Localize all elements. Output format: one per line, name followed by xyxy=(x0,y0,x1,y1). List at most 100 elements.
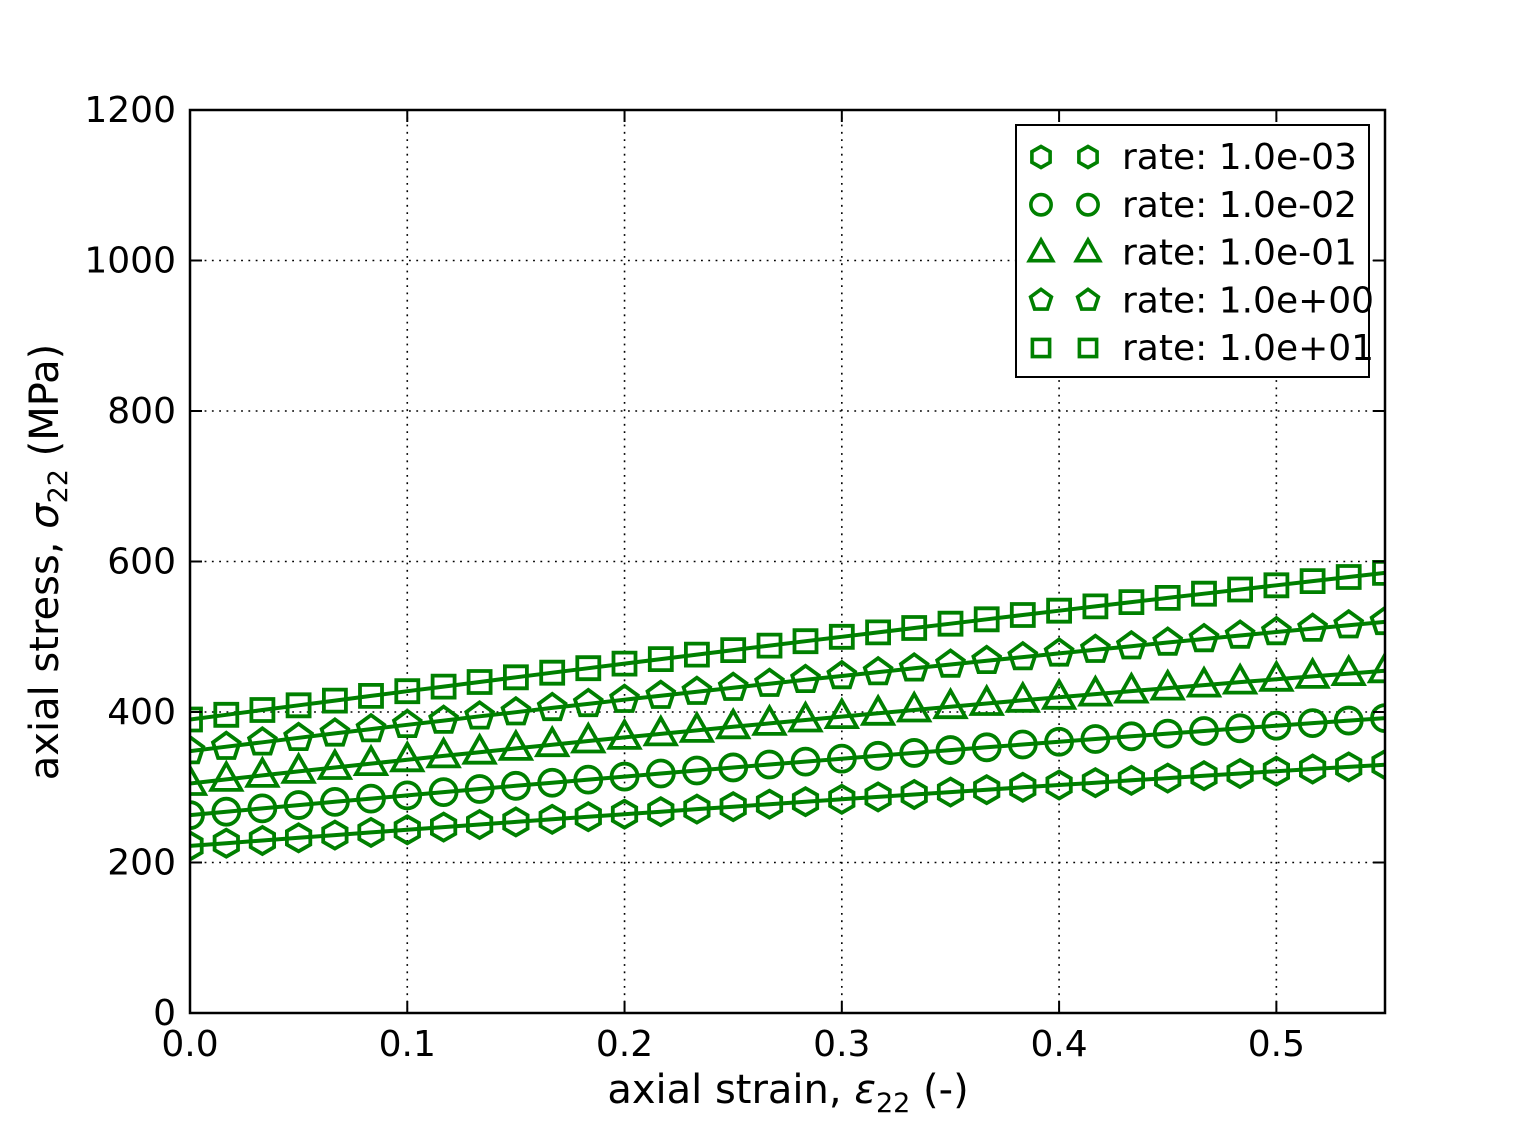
series-hexagon xyxy=(190,749,1385,862)
square-marker-icon xyxy=(1372,560,1385,586)
hexagon-marker-icon xyxy=(538,803,566,835)
series-circle xyxy=(190,703,1385,830)
legend-label: rate: 1.0e-02 xyxy=(1122,185,1357,226)
hexagon-marker-icon xyxy=(1009,771,1037,803)
triangle-marker-icon xyxy=(352,743,390,776)
circle-marker-icon xyxy=(1333,705,1364,736)
hexagon-marker-icon xyxy=(393,814,421,846)
y-tick-label: 1200 xyxy=(84,90,176,131)
triangle-marker-icon xyxy=(316,747,354,780)
pentagon-marker-icon xyxy=(1333,608,1365,639)
square-marker-icon xyxy=(828,623,855,650)
square-marker-icon xyxy=(1191,580,1217,607)
pentagon-marker-icon xyxy=(1152,626,1184,656)
square-marker-icon xyxy=(1030,337,1052,359)
pentagon-marker-icon xyxy=(1075,287,1101,311)
pentagon-marker-icon xyxy=(283,721,315,751)
pentagon-marker-icon xyxy=(500,695,532,726)
triangle-marker-icon xyxy=(461,732,498,765)
circle-marker-icon xyxy=(1189,716,1219,746)
pentagon-marker-icon xyxy=(1297,612,1329,642)
hexagon-marker-icon xyxy=(465,808,494,841)
triangle-marker-icon xyxy=(1258,659,1295,692)
hexagon-marker-icon xyxy=(683,793,711,825)
hexagon-marker-icon xyxy=(1262,755,1290,787)
circle-marker-icon xyxy=(718,752,749,783)
pentagon-marker-icon xyxy=(862,655,894,686)
x-tick-label: 0.5 xyxy=(1248,1024,1305,1065)
hexagon-marker-icon xyxy=(610,798,639,830)
hexagon-marker-icon xyxy=(1117,764,1145,796)
hexagon-marker-icon xyxy=(1081,767,1109,799)
circle-marker-icon xyxy=(1261,710,1292,741)
hexagon-marker-icon xyxy=(357,816,385,849)
pentagon-marker-icon xyxy=(898,651,930,682)
pentagon-marker-icon xyxy=(753,667,786,697)
circle-marker-icon xyxy=(935,735,966,765)
pentagon-marker-icon xyxy=(1260,615,1292,646)
hexagon-marker-icon xyxy=(719,791,747,823)
legend-item: rate: 1.0e-03 xyxy=(1030,137,1357,178)
legend-item: rate: 1.0e+00 xyxy=(1028,280,1374,321)
hexagon-marker-icon xyxy=(1299,753,1327,785)
hexagon-marker-icon xyxy=(1154,762,1182,794)
circle-marker-icon xyxy=(356,783,386,814)
pentagon-marker-icon xyxy=(536,691,568,722)
triangle-marker-icon xyxy=(678,710,716,743)
hexagon-marker-icon xyxy=(502,806,530,838)
x-axis-label: axial strain, ε22 (-) xyxy=(607,1067,968,1119)
circle-marker-icon xyxy=(1076,192,1100,217)
hexagon-marker-icon xyxy=(429,811,458,843)
triangle-marker-icon xyxy=(1040,677,1078,710)
pentagon-marker-icon xyxy=(645,679,677,709)
square-marker-icon xyxy=(684,641,710,668)
triangle-marker-icon xyxy=(1077,674,1114,707)
legend-item: rate: 1.0e-02 xyxy=(1029,185,1357,226)
legend-label: rate: 1.0e-01 xyxy=(1122,233,1357,274)
pentagon-marker-icon xyxy=(1115,629,1147,660)
axis-ticks xyxy=(189,109,1385,1014)
pentagon-marker-icon xyxy=(1224,619,1256,649)
pentagon-marker-icon xyxy=(190,734,206,765)
square-marker-icon xyxy=(539,659,566,686)
pentagon-marker-icon xyxy=(1028,287,1054,311)
square-marker-icon xyxy=(575,655,602,682)
circle-marker-icon xyxy=(211,796,242,827)
hexagon-marker-icon xyxy=(212,827,240,859)
triangle-marker-icon xyxy=(787,700,824,733)
square-marker-icon xyxy=(792,628,819,655)
square-marker-icon xyxy=(1009,602,1036,628)
square-marker-icon xyxy=(1154,585,1181,611)
x-tick-label: 0.3 xyxy=(813,1024,870,1065)
triangle-marker-icon xyxy=(190,763,209,796)
circle-marker-icon xyxy=(247,793,278,824)
circle-marker-icon xyxy=(1370,703,1385,733)
series-line xyxy=(190,762,1385,848)
triangle-marker-icon xyxy=(280,751,317,784)
hexagon-marker-icon xyxy=(1335,751,1363,783)
circle-marker-icon xyxy=(1044,726,1074,757)
circle-marker-icon xyxy=(501,770,531,801)
series-line xyxy=(190,619,1385,754)
square-marker-icon xyxy=(1227,576,1253,603)
pentagon-marker-icon xyxy=(319,717,351,747)
circle-marker-icon xyxy=(899,738,930,768)
triangle-marker-icon xyxy=(208,759,245,792)
grid-lines xyxy=(190,110,1385,1013)
square-marker-icon xyxy=(249,697,276,723)
circle-marker-icon xyxy=(464,774,495,804)
hexagon-marker-icon xyxy=(864,781,892,813)
pentagon-marker-icon xyxy=(681,675,713,705)
triangle-marker-icon xyxy=(968,683,1005,716)
square-marker-icon xyxy=(285,692,312,719)
hexagon-marker-icon xyxy=(828,783,856,815)
pentagon-marker-icon xyxy=(717,671,749,701)
triangle-marker-icon xyxy=(1366,650,1385,684)
triangle-marker-icon xyxy=(533,724,571,758)
data-series xyxy=(190,560,1385,862)
square-marker-icon xyxy=(1082,593,1109,620)
circle-marker-icon xyxy=(1297,708,1328,739)
square-marker-icon xyxy=(865,619,891,646)
